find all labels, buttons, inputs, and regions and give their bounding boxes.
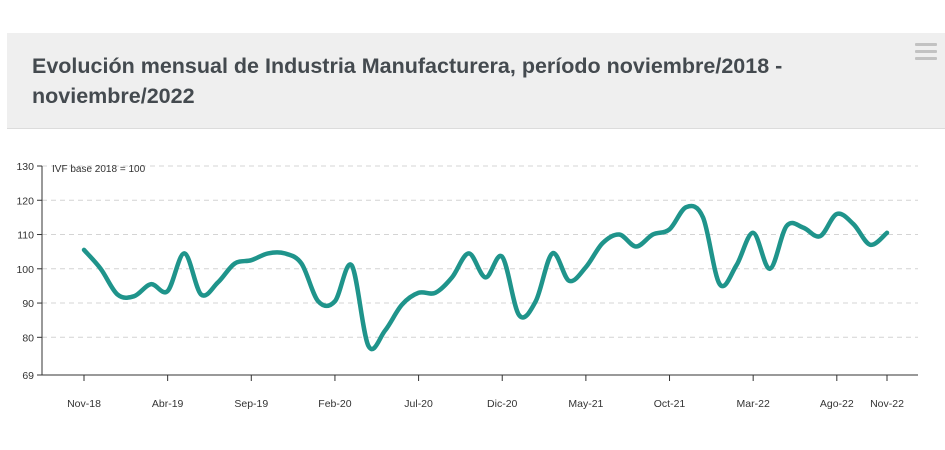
data-point[interactable] <box>81 247 87 253</box>
data-point[interactable] <box>834 211 840 217</box>
y-tick-label: 110 <box>17 230 34 242</box>
y-tick-label: 90 <box>22 298 34 310</box>
y-tick-label: 120 <box>16 195 34 207</box>
x-tick-label: Sep-19 <box>234 398 268 410</box>
y-tick-label: 80 <box>22 332 34 344</box>
menu-bar <box>915 50 937 53</box>
series-line <box>81 203 890 352</box>
data-point[interactable] <box>867 242 873 248</box>
data-point[interactable] <box>449 274 455 280</box>
data-point[interactable] <box>148 281 154 287</box>
data-point[interactable] <box>650 232 656 238</box>
x-tick-label: Abr-19 <box>152 398 184 410</box>
data-point[interactable] <box>549 250 555 256</box>
x-tick-label: May-21 <box>568 398 603 410</box>
unit-label: IVF base 2018 = 100 <box>52 164 146 175</box>
data-point[interactable] <box>232 261 238 267</box>
data-point[interactable] <box>332 298 338 304</box>
y-tick-label: 69 <box>22 370 34 382</box>
data-point[interactable] <box>466 250 472 256</box>
data-point[interactable] <box>131 293 137 299</box>
data-point[interactable] <box>298 261 304 267</box>
data-point[interactable] <box>282 250 288 256</box>
x-tick-label: Ago-22 <box>820 398 854 410</box>
data-point[interactable] <box>499 254 505 260</box>
hamburger-menu-icon[interactable] <box>915 43 937 61</box>
data-point[interactable] <box>616 232 622 238</box>
data-point[interactable] <box>114 291 120 297</box>
data-point[interactable] <box>851 221 857 227</box>
x-tick-label: Dic-20 <box>487 398 518 410</box>
data-point[interactable] <box>181 250 187 256</box>
data-point[interactable] <box>432 290 438 296</box>
data-point[interactable] <box>800 225 806 231</box>
series <box>81 203 890 352</box>
x-tick-label: Oct-21 <box>654 398 686 410</box>
grid <box>42 165 918 338</box>
data-point[interactable] <box>382 327 388 333</box>
data-point[interactable] <box>399 302 405 308</box>
data-point[interactable] <box>700 214 706 220</box>
data-point[interactable] <box>767 266 773 272</box>
y-tick-label: 100 <box>16 264 34 276</box>
x-tick-label: Nov-22 <box>870 398 904 410</box>
data-point[interactable] <box>884 230 890 236</box>
data-point[interactable] <box>516 312 522 318</box>
x-tick-label: Mar-22 <box>737 398 770 410</box>
data-point[interactable] <box>733 262 739 268</box>
x-axis-ticks: Nov-18 Abr-19 Sep-19 Feb-20 Jul-20 Dic-20 May-… <box>67 375 904 410</box>
data-point[interactable] <box>667 226 673 232</box>
data-point[interactable] <box>784 223 790 229</box>
data-point[interactable] <box>165 288 171 294</box>
data-point[interactable] <box>583 264 589 270</box>
data-point[interactable] <box>98 266 104 272</box>
data-point[interactable] <box>717 281 723 287</box>
data-point[interactable] <box>600 240 606 246</box>
data-point[interactable] <box>248 257 254 263</box>
data-point[interactable] <box>265 250 271 256</box>
chart-title: Evolución mensual de Industria Manufactu… <box>32 54 783 108</box>
data-point[interactable] <box>750 230 756 236</box>
chart-header: Evolución mensual de Industria Manufactu… <box>7 33 945 129</box>
menu-bar <box>915 43 937 46</box>
data-point[interactable] <box>365 343 371 349</box>
data-point[interactable] <box>566 278 572 284</box>
data-point[interactable] <box>683 204 689 210</box>
y-tick-label: 130 <box>16 161 34 173</box>
data-point[interactable] <box>633 244 639 250</box>
menu-bar <box>915 57 937 60</box>
data-point[interactable] <box>483 274 489 280</box>
axes <box>41 166 918 376</box>
y-axis-ticks: 69 80 90 100 110 120 130 <box>16 161 42 382</box>
data-point[interactable] <box>533 298 539 304</box>
x-tick-label: Nov-18 <box>67 398 101 410</box>
x-tick-label: Feb-20 <box>318 398 351 410</box>
x-tick-label: Jul-20 <box>404 398 433 410</box>
data-point[interactable] <box>416 290 422 296</box>
data-point[interactable] <box>215 279 221 285</box>
data-point[interactable] <box>315 298 321 304</box>
data-point[interactable] <box>198 291 204 297</box>
data-point[interactable] <box>349 262 355 268</box>
data-point[interactable] <box>817 233 823 239</box>
